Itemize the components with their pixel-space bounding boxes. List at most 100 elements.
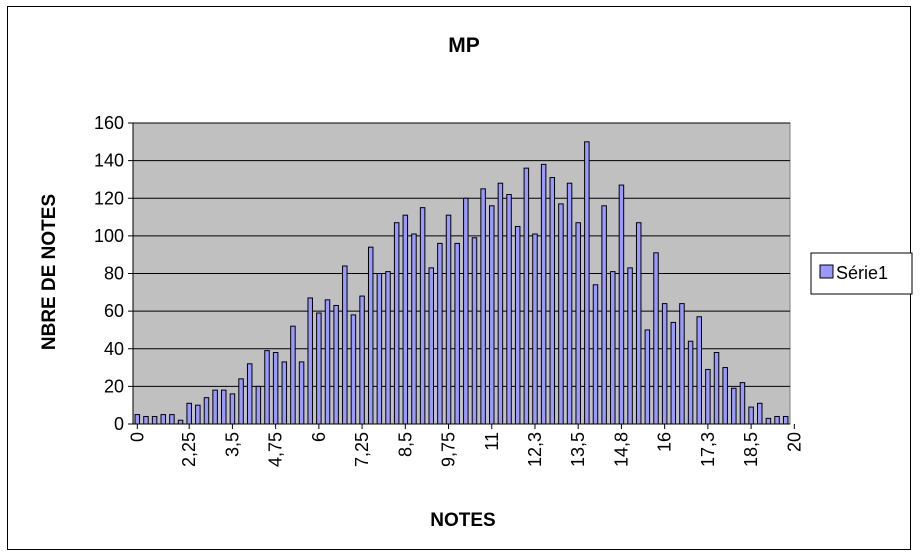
bar (782, 415, 789, 425)
bar (445, 214, 452, 425)
chart-title: MP (448, 34, 480, 57)
x-tick-label: 12,3 (525, 432, 545, 467)
x-tick-label: 18,5 (741, 432, 761, 467)
bar (705, 368, 711, 425)
y-axis-ticks: 0 20 40 60 80 100 120 140 160 (94, 113, 133, 434)
y-tick-label: 20 (104, 376, 124, 396)
bar (558, 203, 564, 425)
bar (272, 352, 279, 425)
bar (359, 295, 365, 425)
bar (584, 141, 590, 425)
bar (402, 214, 409, 425)
bar (757, 402, 763, 425)
bar (575, 222, 581, 425)
bar (203, 397, 210, 425)
y-tick-label: 160 (94, 113, 124, 133)
x-tick-label: 20 (784, 432, 804, 452)
x-tick-label: 16 (655, 432, 675, 452)
bar (661, 303, 668, 425)
bar (765, 417, 772, 425)
bar (212, 389, 218, 425)
x-tick-label: 14,8 (611, 432, 631, 467)
bar (618, 184, 625, 425)
bar (342, 265, 348, 425)
bar (471, 237, 478, 425)
x-axis-ticks: 0 2,25 3,5 4,75 6 7,25 8,5 9,75 11 12,3 13,5 14,8 16… (127, 424, 804, 467)
bar (316, 312, 322, 425)
bar (523, 167, 530, 425)
bar (350, 314, 357, 425)
bar (419, 207, 426, 425)
bar (229, 393, 236, 425)
bar (437, 242, 443, 425)
bar (246, 363, 253, 425)
bar (298, 361, 305, 425)
bar (670, 321, 677, 425)
x-tick-label: 6 (309, 432, 329, 442)
bar (644, 329, 651, 425)
bar (238, 378, 244, 425)
x-tick-label: 13,5 (568, 432, 588, 467)
x-tick-label: 0 (127, 432, 147, 442)
x-tick-label: 8,5 (395, 432, 415, 457)
bar (480, 188, 486, 425)
bar (506, 193, 512, 425)
bar (376, 273, 383, 425)
bar (281, 361, 288, 425)
bar (393, 222, 400, 425)
bar (679, 303, 685, 425)
x-tick-label: 4,75 (266, 432, 286, 467)
bar (186, 402, 192, 425)
gridlines (133, 122, 790, 387)
y-axis-title: NBRE DE NOTES (39, 194, 60, 350)
bar (307, 297, 313, 425)
bar (411, 233, 417, 425)
bar (290, 325, 296, 425)
bar (195, 404, 201, 425)
x-tick-label: 11 (482, 432, 502, 451)
y-tick-label: 60 (104, 301, 124, 321)
bar (610, 271, 616, 425)
bar (367, 246, 374, 425)
bar (566, 182, 573, 425)
bar (653, 252, 659, 425)
x-tick-label: 3,5 (222, 432, 242, 457)
bar (713, 352, 720, 425)
bar (221, 389, 227, 425)
bar (549, 177, 556, 425)
bar (514, 225, 521, 425)
bar (169, 414, 175, 425)
y-tick-label: 40 (104, 339, 124, 359)
legend-swatch (819, 264, 834, 279)
bar (333, 304, 339, 425)
bar (463, 197, 469, 425)
bar (601, 205, 607, 425)
x-tick-label: 2,25 (179, 432, 199, 467)
bar (635, 222, 642, 425)
bar (160, 414, 167, 425)
bar (774, 415, 780, 425)
bar (592, 284, 599, 425)
y-tick-label: 100 (94, 226, 124, 246)
legend: Série1 (810, 252, 913, 295)
bar (497, 182, 504, 425)
bar (143, 415, 149, 425)
bar (722, 367, 728, 425)
x-axis-title: NOTES (430, 510, 495, 531)
bar (748, 406, 754, 425)
y-tick-label: 120 (94, 188, 124, 208)
bar (532, 233, 538, 425)
bar (428, 267, 434, 425)
bar (454, 242, 460, 425)
bar (739, 382, 746, 425)
bar (385, 271, 391, 425)
bar (134, 414, 141, 425)
x-tick-label: 17,3 (698, 432, 718, 467)
bar (264, 350, 270, 425)
bar (489, 205, 495, 425)
bar (627, 267, 633, 425)
x-tick-label: 7,25 (352, 432, 372, 467)
bar (731, 387, 737, 425)
y-tick-label: 0 (114, 414, 124, 434)
